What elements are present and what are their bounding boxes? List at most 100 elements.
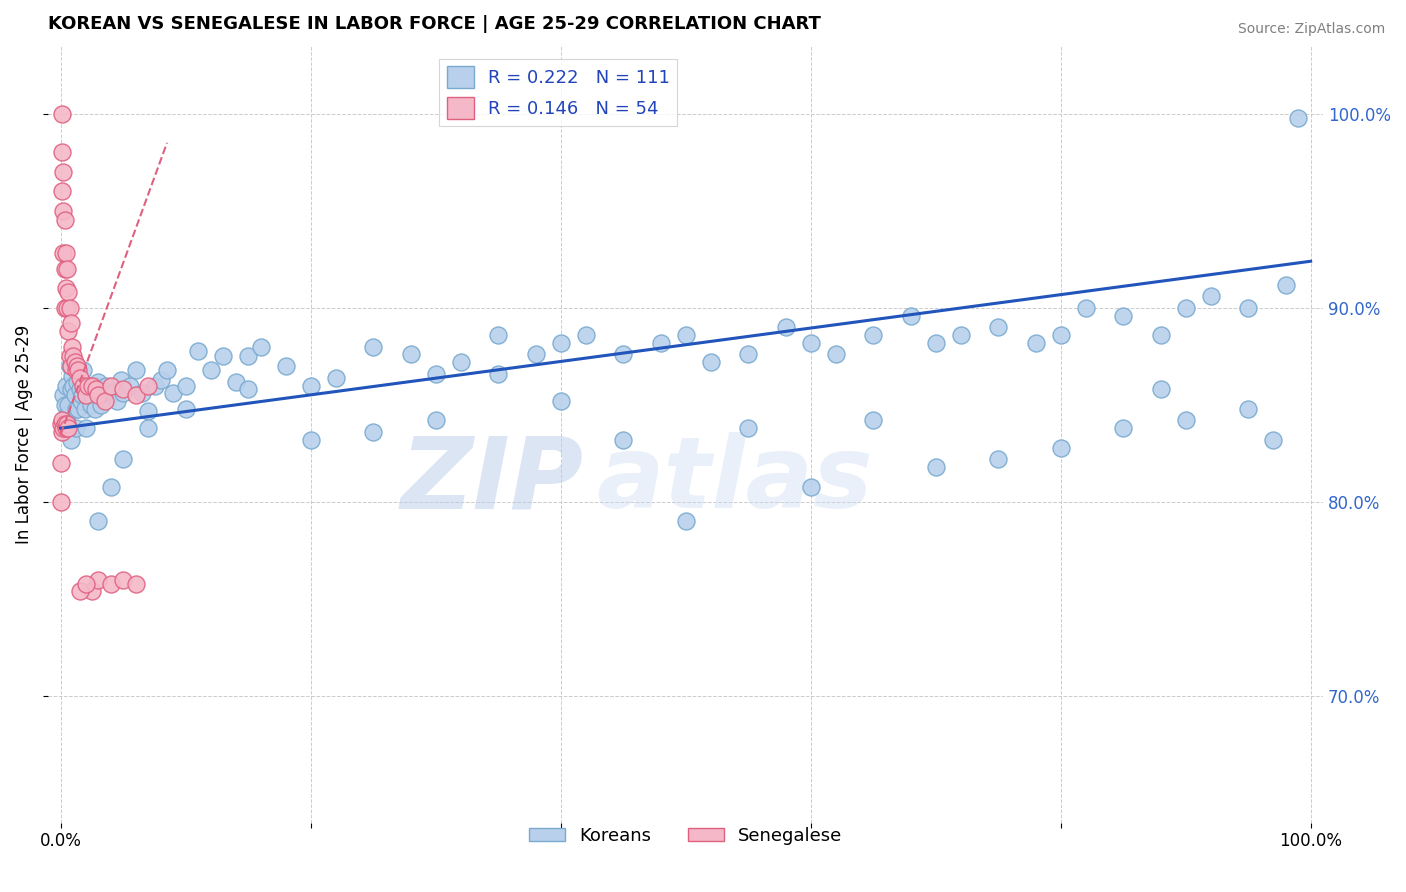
Point [737,347,759,361]
Point [1286,111,1309,125]
Point [737,421,759,435]
Point [53,398,76,412]
Point [59,433,82,447]
Point [112,452,135,467]
Point [650,335,672,350]
Point [52,246,75,260]
Point [52,165,75,179]
Point [56,408,79,422]
Point [59,359,82,373]
Point [136,421,159,435]
Point [65,401,87,416]
Point [51,425,73,439]
Point [49,495,72,509]
Point [55,421,77,435]
Point [100,378,122,392]
Point [93,394,115,409]
Text: ZIP: ZIP [401,433,583,529]
Point [55,378,77,392]
Point [143,378,166,392]
Point [238,383,260,397]
Point [69,394,91,409]
Point [62,378,84,392]
Point [77,378,100,392]
Text: atlas: atlas [596,433,873,529]
Point [52,203,75,218]
Point [75,388,97,402]
Point [91,386,114,401]
Point [136,404,159,418]
Point [58,421,80,435]
Point [80,584,103,599]
Point [162,386,184,401]
Point [486,328,509,343]
Point [84,383,107,397]
Point [136,378,159,392]
Point [238,350,260,364]
Text: Source: ZipAtlas.com: Source: ZipAtlas.com [1237,22,1385,37]
Point [987,452,1010,467]
Point [450,355,472,369]
Point [58,324,80,338]
Point [80,388,103,402]
Point [200,363,222,377]
Point [56,417,79,432]
Point [67,363,90,377]
Point [949,328,972,343]
Point [51,145,73,160]
Text: KOREAN VS SENEGALESE IN LABOR FORCE | AGE 25-29 CORRELATION CHART: KOREAN VS SENEGALESE IN LABOR FORCE | AG… [48,15,821,33]
Point [58,359,80,373]
Point [53,213,76,227]
Point [51,106,73,120]
Point [77,378,100,392]
Point [87,573,110,587]
Point [55,246,77,260]
Point [67,401,90,416]
Point [1049,328,1071,343]
Point [486,367,509,381]
Point [1237,301,1260,315]
Point [53,417,76,432]
Point [52,421,75,435]
Point [118,378,141,392]
Point [105,394,128,409]
Point [51,184,73,198]
Point [94,378,117,392]
Point [361,340,384,354]
Point [65,363,87,377]
Point [58,285,80,300]
Point [58,398,80,412]
Point [325,371,347,385]
Point [1174,413,1197,427]
Point [103,386,125,401]
Point [65,421,87,435]
Point [699,355,721,369]
Point [924,335,946,350]
Point [56,301,79,315]
Point [824,347,846,361]
Point [51,413,73,427]
Point [90,398,112,412]
Point [174,401,197,416]
Point [1150,383,1173,397]
Point [112,386,135,401]
Point [399,347,422,361]
Point [1025,335,1047,350]
Point [131,386,153,401]
Point [550,394,572,409]
Point [299,433,322,447]
Point [59,383,82,397]
Point [800,479,823,493]
Point [149,373,172,387]
Point [55,281,77,295]
Point [63,355,86,369]
Point [125,576,148,591]
Point [1263,433,1285,447]
Point [1074,301,1097,315]
Point [53,301,76,315]
Point [84,378,107,392]
Point [60,340,83,354]
Point [775,320,797,334]
Point [75,388,97,402]
Point [100,386,122,401]
